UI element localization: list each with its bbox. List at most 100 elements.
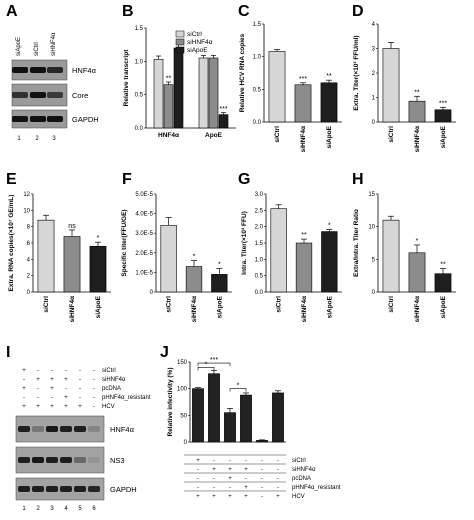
legend-label: siCtrl: [187, 31, 202, 38]
x-tick-label: siHNF4α: [191, 296, 198, 322]
legend-label: siApoE: [187, 47, 208, 54]
bar: [211, 274, 228, 293]
y-axis-label: Relative transcript: [123, 49, 130, 107]
matrix-mark: -: [277, 458, 279, 464]
y-tick-label: 0: [150, 290, 154, 296]
blotA-band: [12, 116, 28, 122]
y-tick-label: 1.0: [135, 59, 144, 65]
x-tick-label: siHNF4α: [414, 296, 421, 322]
panel-letter-A: A: [6, 3, 18, 20]
matrix-mark: +: [228, 467, 232, 473]
y-tick-label: 10: [368, 225, 375, 231]
blotI-matrix-mark: -: [37, 386, 39, 392]
significance-mark: *: [205, 361, 208, 368]
bar: [192, 388, 204, 443]
bar: [153, 59, 164, 129]
y-tick-label: 0.5: [135, 93, 144, 99]
x-tick-label: siApoE: [216, 295, 223, 318]
matrix-mark: -: [229, 458, 231, 464]
matrix-mark: -: [213, 458, 215, 464]
matrix-mark: +: [196, 458, 200, 464]
blotA-band: [47, 67, 63, 73]
bar: [240, 394, 252, 443]
x-tick-label: siApoE: [95, 295, 102, 318]
y-axis-label: Intra. Titer(×10³ FFU): [241, 211, 248, 275]
significance-bracket: [229, 388, 247, 392]
y-tick-label: 6: [27, 241, 31, 247]
blotI-band: [60, 426, 72, 432]
matrix-mark: -: [229, 485, 231, 491]
bar: [37, 219, 55, 293]
blotI-matrix-mark: +: [50, 386, 54, 392]
legend-swatch: [175, 46, 185, 54]
matrix-mark: +: [196, 494, 200, 500]
x-tick-label: siCtrl: [43, 296, 50, 313]
blotI-matrix-mark: -: [79, 386, 81, 392]
blotI-band: [88, 486, 100, 492]
blotI-lane-number: 6: [92, 506, 96, 512]
panel-letter-C: C: [238, 3, 250, 20]
matrix-condition-label: HCV: [292, 494, 305, 500]
blotA-lane-number: 2: [35, 136, 39, 142]
y-tick-label: 3.0E-5: [135, 231, 153, 237]
legend-swatch: [175, 38, 185, 46]
bar: [408, 100, 426, 123]
matrix-mark: -: [261, 494, 263, 500]
significance-mark: ***: [210, 357, 218, 364]
blotI-matrix-mark: -: [93, 368, 95, 374]
blotI-band: [46, 426, 58, 432]
blotI-band: [18, 426, 30, 432]
blotI-band: [32, 486, 44, 492]
panel-letter-E: E: [6, 171, 17, 188]
matrix-mark: -: [261, 467, 263, 473]
blotI-matrix-mark: -: [93, 377, 95, 383]
matrix-mark: -: [197, 485, 199, 491]
matrix-mark: +: [228, 494, 232, 500]
blotI-condition-label: siHNF4α: [102, 377, 126, 383]
blotI-condition-label: pcDNA: [102, 386, 121, 392]
y-tick-label: 2: [27, 274, 31, 280]
significance-mark: ns: [68, 223, 76, 230]
blotA-protein-label: GAPDH: [72, 115, 99, 124]
y-tick-label: 10: [23, 208, 30, 214]
x-tick-label: siApoE: [440, 295, 447, 318]
matrix-mark: +: [228, 476, 232, 482]
legend-label: siHNF4α: [187, 39, 213, 46]
x-tick-label: siHNF4α: [300, 126, 307, 152]
y-tick-label: 0: [184, 440, 188, 446]
matrix-condition-label: pHNF4α_resistant: [292, 485, 341, 491]
blotI-matrix-mark: -: [51, 368, 53, 374]
bar: [89, 245, 107, 293]
bar: [434, 273, 452, 293]
blotI-matrix-mark: -: [37, 368, 39, 374]
blotI-matrix-mark: -: [93, 404, 95, 410]
y-tick-label: 3: [372, 47, 376, 53]
blotI-matrix-mark: -: [65, 386, 67, 392]
blotI-matrix-mark: +: [50, 377, 54, 383]
y-tick-label: 15: [368, 192, 375, 198]
matrix-condition-label: siHNF4α: [292, 467, 316, 473]
blotI-matrix-mark: -: [37, 395, 39, 401]
blotI-condition-label: HCV: [102, 404, 115, 410]
y-tick-label: 4: [27, 257, 31, 263]
x-tick-label: siHNF4α: [414, 126, 421, 152]
bar: [185, 266, 203, 293]
significance-mark: ***: [439, 100, 447, 107]
blotI-matrix-mark: +: [36, 404, 40, 410]
blotI-matrix-mark: +: [22, 368, 26, 374]
matrix-mark: -: [277, 476, 279, 482]
significance-mark: *: [328, 223, 331, 230]
significance-mark: *: [237, 383, 240, 390]
blotI-protein-label: GAPDH: [110, 485, 137, 494]
y-axis-label: Relative HCV RNA copies: [239, 33, 246, 112]
blotI-matrix-mark: -: [79, 377, 81, 383]
blotI-matrix-mark: -: [79, 395, 81, 401]
y-axis-label: Relative infectivity (%): [167, 368, 174, 437]
matrix-mark: -: [213, 476, 215, 482]
y-axis-label: Extra. RNA copies(×10⁷ GE/mL): [8, 195, 15, 292]
significance-mark: **: [440, 261, 446, 268]
blotI-matrix-mark: +: [50, 404, 54, 410]
bar: [173, 47, 184, 129]
y-tick-label: 0.0: [253, 120, 262, 126]
blotA-band: [30, 92, 46, 98]
